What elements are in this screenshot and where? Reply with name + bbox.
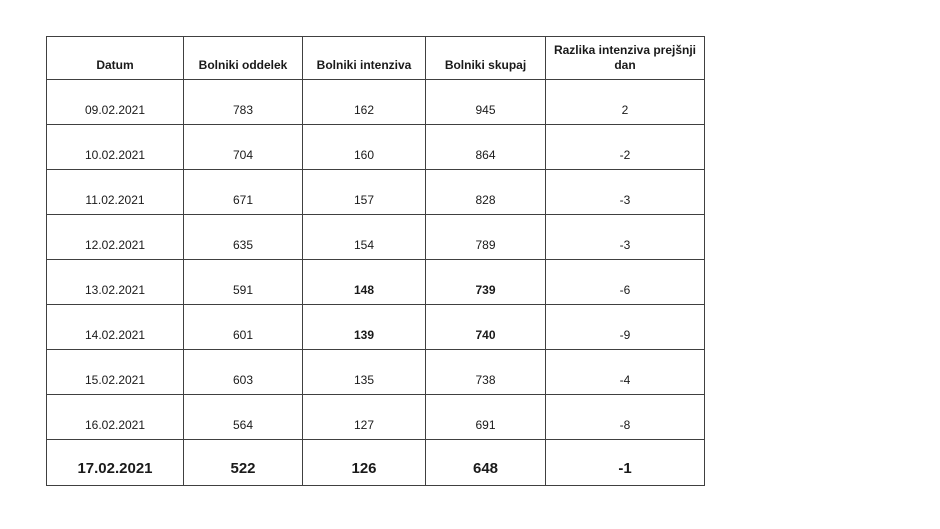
cell-datum: 13.02.2021 (46, 259, 184, 305)
cell-datum: 12.02.2021 (46, 214, 184, 260)
cell-oddelek: 704 (183, 124, 303, 170)
header-row: Datum Bolniki oddelek Bolniki intenziva … (46, 36, 705, 80)
cell-razlika: -8 (545, 394, 705, 440)
cell-razlika: -3 (545, 214, 705, 260)
cell-skupaj: 691 (425, 394, 546, 440)
cell-skupaj: 648 (425, 439, 546, 486)
cell-skupaj: 740 (425, 304, 546, 350)
cell-skupaj: 828 (425, 169, 546, 215)
cell-oddelek: 522 (183, 439, 303, 486)
col-header-intenziva: Bolniki intenziva (302, 36, 426, 80)
hospital-patients-table: Datum Bolniki oddelek Bolniki intenziva … (46, 36, 705, 486)
cell-razlika: -9 (545, 304, 705, 350)
col-header-razlika: Razlika intenziva prejšnji dan (545, 36, 705, 80)
cell-oddelek: 635 (183, 214, 303, 260)
cell-oddelek: 671 (183, 169, 303, 215)
cell-intenziva: 154 (302, 214, 426, 260)
table-row: 10.02.2021 704 160 864 -2 (46, 124, 705, 170)
cell-datum: 15.02.2021 (46, 349, 184, 395)
cell-datum: 09.02.2021 (46, 79, 184, 125)
cell-razlika: -1 (545, 439, 705, 486)
cell-intenziva: 157 (302, 169, 426, 215)
cell-razlika: -4 (545, 349, 705, 395)
cell-datum: 10.02.2021 (46, 124, 184, 170)
cell-intenziva: 135 (302, 349, 426, 395)
table-row: 16.02.2021 564 127 691 -8 (46, 394, 705, 440)
cell-datum: 11.02.2021 (46, 169, 184, 215)
cell-razlika: -3 (545, 169, 705, 215)
cell-datum: 16.02.2021 (46, 394, 184, 440)
col-header-datum: Datum (46, 36, 184, 80)
cell-skupaj: 789 (425, 214, 546, 260)
cell-oddelek: 591 (183, 259, 303, 305)
cell-intenziva: 160 (302, 124, 426, 170)
table-row-latest: 17.02.2021 522 126 648 -1 (46, 439, 705, 486)
cell-intenziva: 139 (302, 304, 426, 350)
cell-oddelek: 601 (183, 304, 303, 350)
cell-razlika: -6 (545, 259, 705, 305)
col-header-skupaj: Bolniki skupaj (425, 36, 546, 80)
cell-intenziva: 126 (302, 439, 426, 486)
cell-razlika: 2 (545, 79, 705, 125)
cell-oddelek: 564 (183, 394, 303, 440)
table-row: 11.02.2021 671 157 828 -3 (46, 169, 705, 215)
cell-oddelek: 783 (183, 79, 303, 125)
cell-datum: 17.02.2021 (46, 439, 184, 486)
cell-skupaj: 738 (425, 349, 546, 395)
table-row: 13.02.2021 591 148 739 -6 (46, 259, 705, 305)
cell-razlika: -2 (545, 124, 705, 170)
cell-datum: 14.02.2021 (46, 304, 184, 350)
cell-intenziva: 148 (302, 259, 426, 305)
col-header-oddelek: Bolniki oddelek (183, 36, 303, 80)
cell-skupaj: 739 (425, 259, 546, 305)
table-row: 09.02.2021 783 162 945 2 (46, 79, 705, 125)
cell-intenziva: 162 (302, 79, 426, 125)
table-row: 15.02.2021 603 135 738 -4 (46, 349, 705, 395)
cell-skupaj: 945 (425, 79, 546, 125)
cell-oddelek: 603 (183, 349, 303, 395)
cell-skupaj: 864 (425, 124, 546, 170)
cell-intenziva: 127 (302, 394, 426, 440)
table-row: 12.02.2021 635 154 789 -3 (46, 214, 705, 260)
table-row: 14.02.2021 601 139 740 -9 (46, 304, 705, 350)
